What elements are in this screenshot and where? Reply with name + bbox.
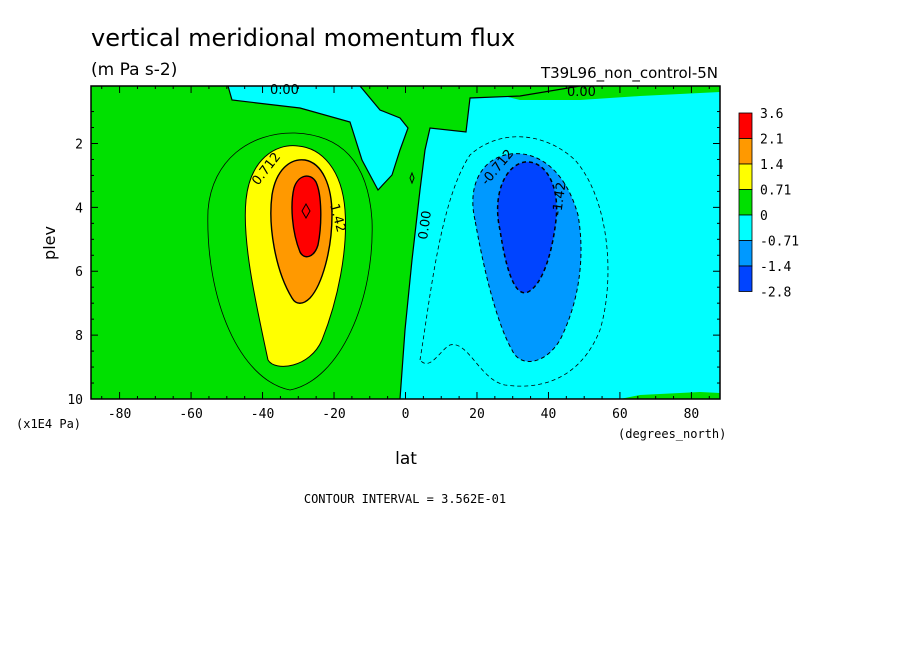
- y-tick-label: 2: [75, 137, 83, 152]
- colorbar-swatch: [738, 265, 753, 292]
- colorbar-label: -0.71: [760, 235, 799, 250]
- contour-line-zero-top: [227, 86, 409, 192]
- x-tick-label: -20: [322, 407, 345, 422]
- x-tick-label: 40: [541, 407, 557, 422]
- colorbar-swatch: [738, 138, 753, 165]
- y-axis-units: (x1E4 Pa): [16, 417, 81, 431]
- colorbar-swatch: [738, 189, 753, 216]
- colorbar-label: 3.6: [760, 107, 783, 122]
- colorbar-swatch: [738, 214, 753, 241]
- x-axis-units: (degrees_north): [618, 427, 726, 441]
- x-tick-label: 80: [684, 407, 700, 422]
- x-tick-label: 60: [612, 407, 628, 422]
- y-tick-label: 4: [75, 201, 83, 216]
- colorbar-label: -1.4: [760, 260, 791, 275]
- x-tick-label: -40: [251, 407, 274, 422]
- x-axis-label: lat: [395, 449, 417, 469]
- colorbar-label: 0.71: [760, 184, 791, 199]
- y-tick-label: 10: [67, 393, 83, 408]
- x-tick-label: -60: [179, 407, 202, 422]
- contour-line-pos-0: [207, 132, 373, 391]
- colorbar-swatch: [738, 112, 753, 139]
- contour-label-1: 0.00: [567, 85, 596, 100]
- y-axis-label: plev: [40, 226, 59, 260]
- contour-fill-green-strip: [500, 86, 720, 100]
- contour-fill-band-neg-2: [497, 161, 557, 293]
- experiment-label: T39L96_non_control-5N: [540, 64, 718, 83]
- x-tick-label: 0: [402, 407, 410, 422]
- contour-line-pos-1: [244, 145, 346, 367]
- colorbar-label: 1.4: [760, 158, 784, 173]
- contour-label-2: 0.00: [416, 210, 435, 241]
- y-tick-label: 6: [75, 265, 83, 280]
- contour-line-pos-2: [270, 159, 333, 304]
- axis-ticks: [91, 86, 720, 400]
- contour-line-neg-0: [419, 136, 609, 387]
- x-tick-label: -80: [108, 407, 131, 422]
- colorbar-label: 2.1: [760, 133, 783, 148]
- contour-label-4: 1.42: [326, 202, 348, 234]
- colorbar-swatch: [738, 240, 753, 267]
- colorbar: 3.6 2.1 1.4 0.71 0 -0.71 -1.4 -2.8: [738, 107, 799, 301]
- colorbar-label: -2.8: [760, 286, 791, 301]
- contour-line-neg-2: [496, 161, 558, 294]
- positive-max-marker: [301, 202, 311, 220]
- contour-fill-green-bottom: [620, 392, 720, 399]
- contour-interval-note: CONTOUR INTERVAL = 3.562E-01: [304, 492, 506, 506]
- contour-line-zero: [399, 86, 581, 399]
- contour-line-pos-3: [291, 175, 322, 258]
- contour-fill-band-neg-top: [228, 86, 408, 190]
- colorbar-label: 0: [760, 209, 768, 224]
- plot-area: 0.00 0.00 0.00 0.712 1.42 -0.712 -1.42 -…: [67, 83, 721, 422]
- contour-label-6: -1.42: [550, 181, 570, 216]
- chart-title: vertical meridional momentum flux: [91, 24, 515, 52]
- x-tick-label: 20: [469, 407, 485, 422]
- axis-tick-labels: -80 -60 -40 -20 0 20 40 60 80 2 4 6 8 10: [67, 137, 699, 422]
- zero-marker: [409, 171, 415, 185]
- colorbar-swatch: [738, 163, 753, 190]
- chart-units: (m Pa s-2): [91, 60, 177, 80]
- contour-line-neg-1: [472, 153, 582, 362]
- y-tick-label: 8: [75, 329, 83, 344]
